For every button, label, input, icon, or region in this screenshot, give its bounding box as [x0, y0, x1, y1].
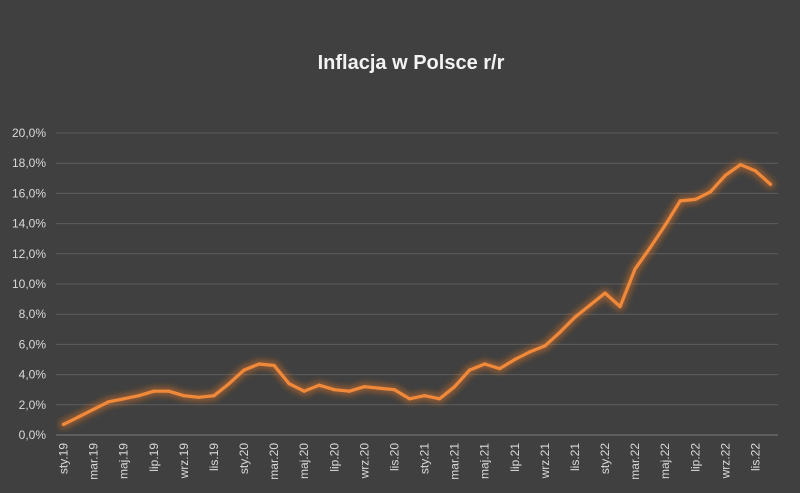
- chart-title: Inflacja w Polsce r/r: [318, 52, 505, 74]
- data-point: [392, 388, 396, 392]
- data-point: [648, 246, 652, 250]
- series-line-glow: [59, 160, 775, 429]
- data-point: [663, 223, 667, 227]
- y-tick-label: 6,0%: [19, 337, 47, 351]
- y-tick-label: 2,0%: [19, 398, 47, 412]
- x-tick-label: wrz.21: [538, 443, 552, 480]
- series-layer: [59, 160, 775, 429]
- x-tick-label: sty.21: [418, 443, 432, 474]
- x-tick-label: wrz.19: [177, 443, 191, 480]
- data-point: [107, 400, 111, 404]
- data-point: [362, 385, 366, 389]
- data-point: [152, 389, 156, 393]
- x-tick-label: sty.19: [57, 443, 71, 474]
- data-point: [483, 362, 487, 366]
- data-point: [302, 389, 306, 393]
- data-point: [407, 397, 412, 401]
- data-point: [588, 303, 592, 307]
- data-point: [212, 394, 216, 398]
- x-tick-label: mar.22: [628, 443, 642, 480]
- gridlines: [56, 132, 778, 436]
- data-point: [453, 385, 457, 389]
- data-point: [693, 197, 697, 201]
- x-axis-ticks: sty.19 mar.19 maj.19 lip.19 wrz.19 lis.19 sty.…: [57, 443, 763, 480]
- data-point: [197, 395, 201, 399]
- data-point: [242, 368, 246, 372]
- data-point: [678, 199, 682, 203]
- data-point: [573, 315, 577, 319]
- y-tick-label: 14,0%: [12, 217, 46, 231]
- data-point: [603, 291, 607, 295]
- data-point: [272, 363, 276, 368]
- y-tick-label: 20,0%: [12, 126, 46, 140]
- data-point: [287, 382, 291, 386]
- data-point: [543, 344, 547, 348]
- x-tick-label: mar.21: [448, 443, 462, 480]
- data-point: [182, 394, 186, 398]
- data-point: [723, 173, 728, 177]
- data-point: [377, 386, 381, 390]
- data-point: [137, 394, 141, 398]
- y-tick-label: 8,0%: [19, 307, 47, 321]
- data-point: [77, 415, 81, 419]
- x-tick-label: maj.21: [478, 443, 492, 479]
- data-point: [618, 305, 622, 309]
- data-point: [422, 394, 427, 398]
- x-tick-label: lis.20: [387, 443, 401, 471]
- data-point: [438, 397, 442, 401]
- x-tick-label: maj.19: [117, 443, 131, 479]
- data-point: [558, 330, 562, 334]
- y-tick-label: 4,0%: [19, 368, 47, 382]
- data-point: [528, 350, 532, 354]
- data-point: [122, 397, 126, 401]
- x-tick-label: lip.19: [147, 443, 161, 472]
- data-point: [768, 182, 773, 186]
- y-tick-label: 16,0%: [12, 186, 46, 200]
- x-tick-label: wrz.20: [357, 443, 371, 480]
- x-tick-label: maj.20: [297, 443, 311, 479]
- data-point: [317, 383, 321, 387]
- data-point: [227, 382, 231, 386]
- x-tick-label: lis.19: [207, 443, 221, 471]
- y-tick-label: 18,0%: [12, 156, 46, 170]
- x-tick-label: wrz.22: [718, 443, 732, 480]
- x-tick-label: maj.22: [658, 443, 672, 479]
- data-point: [513, 357, 517, 362]
- data-point: [468, 368, 472, 372]
- data-point: [92, 407, 96, 411]
- y-tick-label: 0,0%: [19, 428, 47, 442]
- x-tick-label: lis.21: [568, 443, 582, 471]
- x-tick-label: lip.21: [508, 443, 522, 472]
- x-tick-label: lip.22: [688, 443, 702, 472]
- data-point: [167, 389, 171, 393]
- data-point: [61, 422, 66, 426]
- y-axis-ticks: 0,0% 2,0% 4,0% 6,0% 8,0% 10,0% 12,0% 14,0% 16,0%…: [12, 126, 46, 442]
- data-point: [332, 388, 336, 392]
- data-point: [633, 267, 637, 271]
- data-point: [738, 163, 743, 167]
- data-point: [257, 362, 261, 366]
- x-tick-label: lis.22: [748, 443, 762, 471]
- x-tick-label: sty.22: [598, 443, 612, 474]
- data-point: [753, 169, 758, 173]
- y-tick-label: 10,0%: [12, 277, 46, 291]
- data-point: [708, 190, 712, 194]
- x-tick-label: sty.20: [237, 443, 251, 474]
- x-tick-label: mar.20: [267, 443, 281, 480]
- x-tick-label: lip.20: [327, 443, 341, 472]
- series-line: [61, 163, 773, 426]
- data-point: [498, 367, 502, 371]
- y-tick-label: 12,0%: [12, 247, 46, 261]
- data-point: [347, 389, 351, 393]
- x-tick-label: mar.19: [87, 443, 101, 480]
